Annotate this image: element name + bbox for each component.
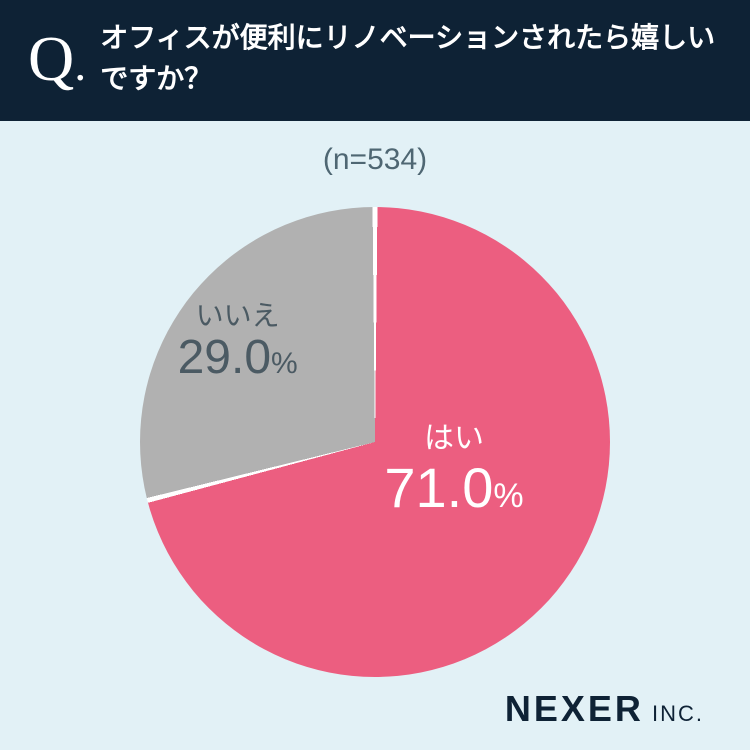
pie-chart: はい 71.0% いいえ 29.0% — [140, 207, 610, 677]
slice-yes-value: 71.0% — [384, 459, 523, 518]
question-header: Q. オフィスが便利にリノベーションされたら嬉しいですか？ — [0, 0, 750, 121]
question-text: オフィスが便利にリノベーションされたら嬉しいですか？ — [100, 18, 722, 99]
slice-label-no: いいえ 29.0% — [178, 301, 298, 383]
brand-main: NEXER — [505, 688, 644, 729]
brand-sub: INC. — [644, 701, 704, 726]
brand-footer: NEXER INC. — [505, 688, 704, 730]
slice-yes-name: はい — [384, 423, 523, 455]
sample-size-label: (n=534) — [0, 143, 750, 177]
q-glyph: Q. — [28, 27, 86, 91]
slice-label-yes: はい 71.0% — [384, 423, 523, 517]
slice-no-name: いいえ — [178, 301, 298, 330]
chart-area: (n=534) はい 71.0% いいえ 29.0% NEXER INC. — [0, 121, 750, 746]
q-letter: Q — [28, 23, 74, 94]
q-dot: . — [74, 38, 86, 91]
pie-disc — [140, 207, 610, 677]
slice-no-value: 29.0% — [178, 333, 298, 383]
